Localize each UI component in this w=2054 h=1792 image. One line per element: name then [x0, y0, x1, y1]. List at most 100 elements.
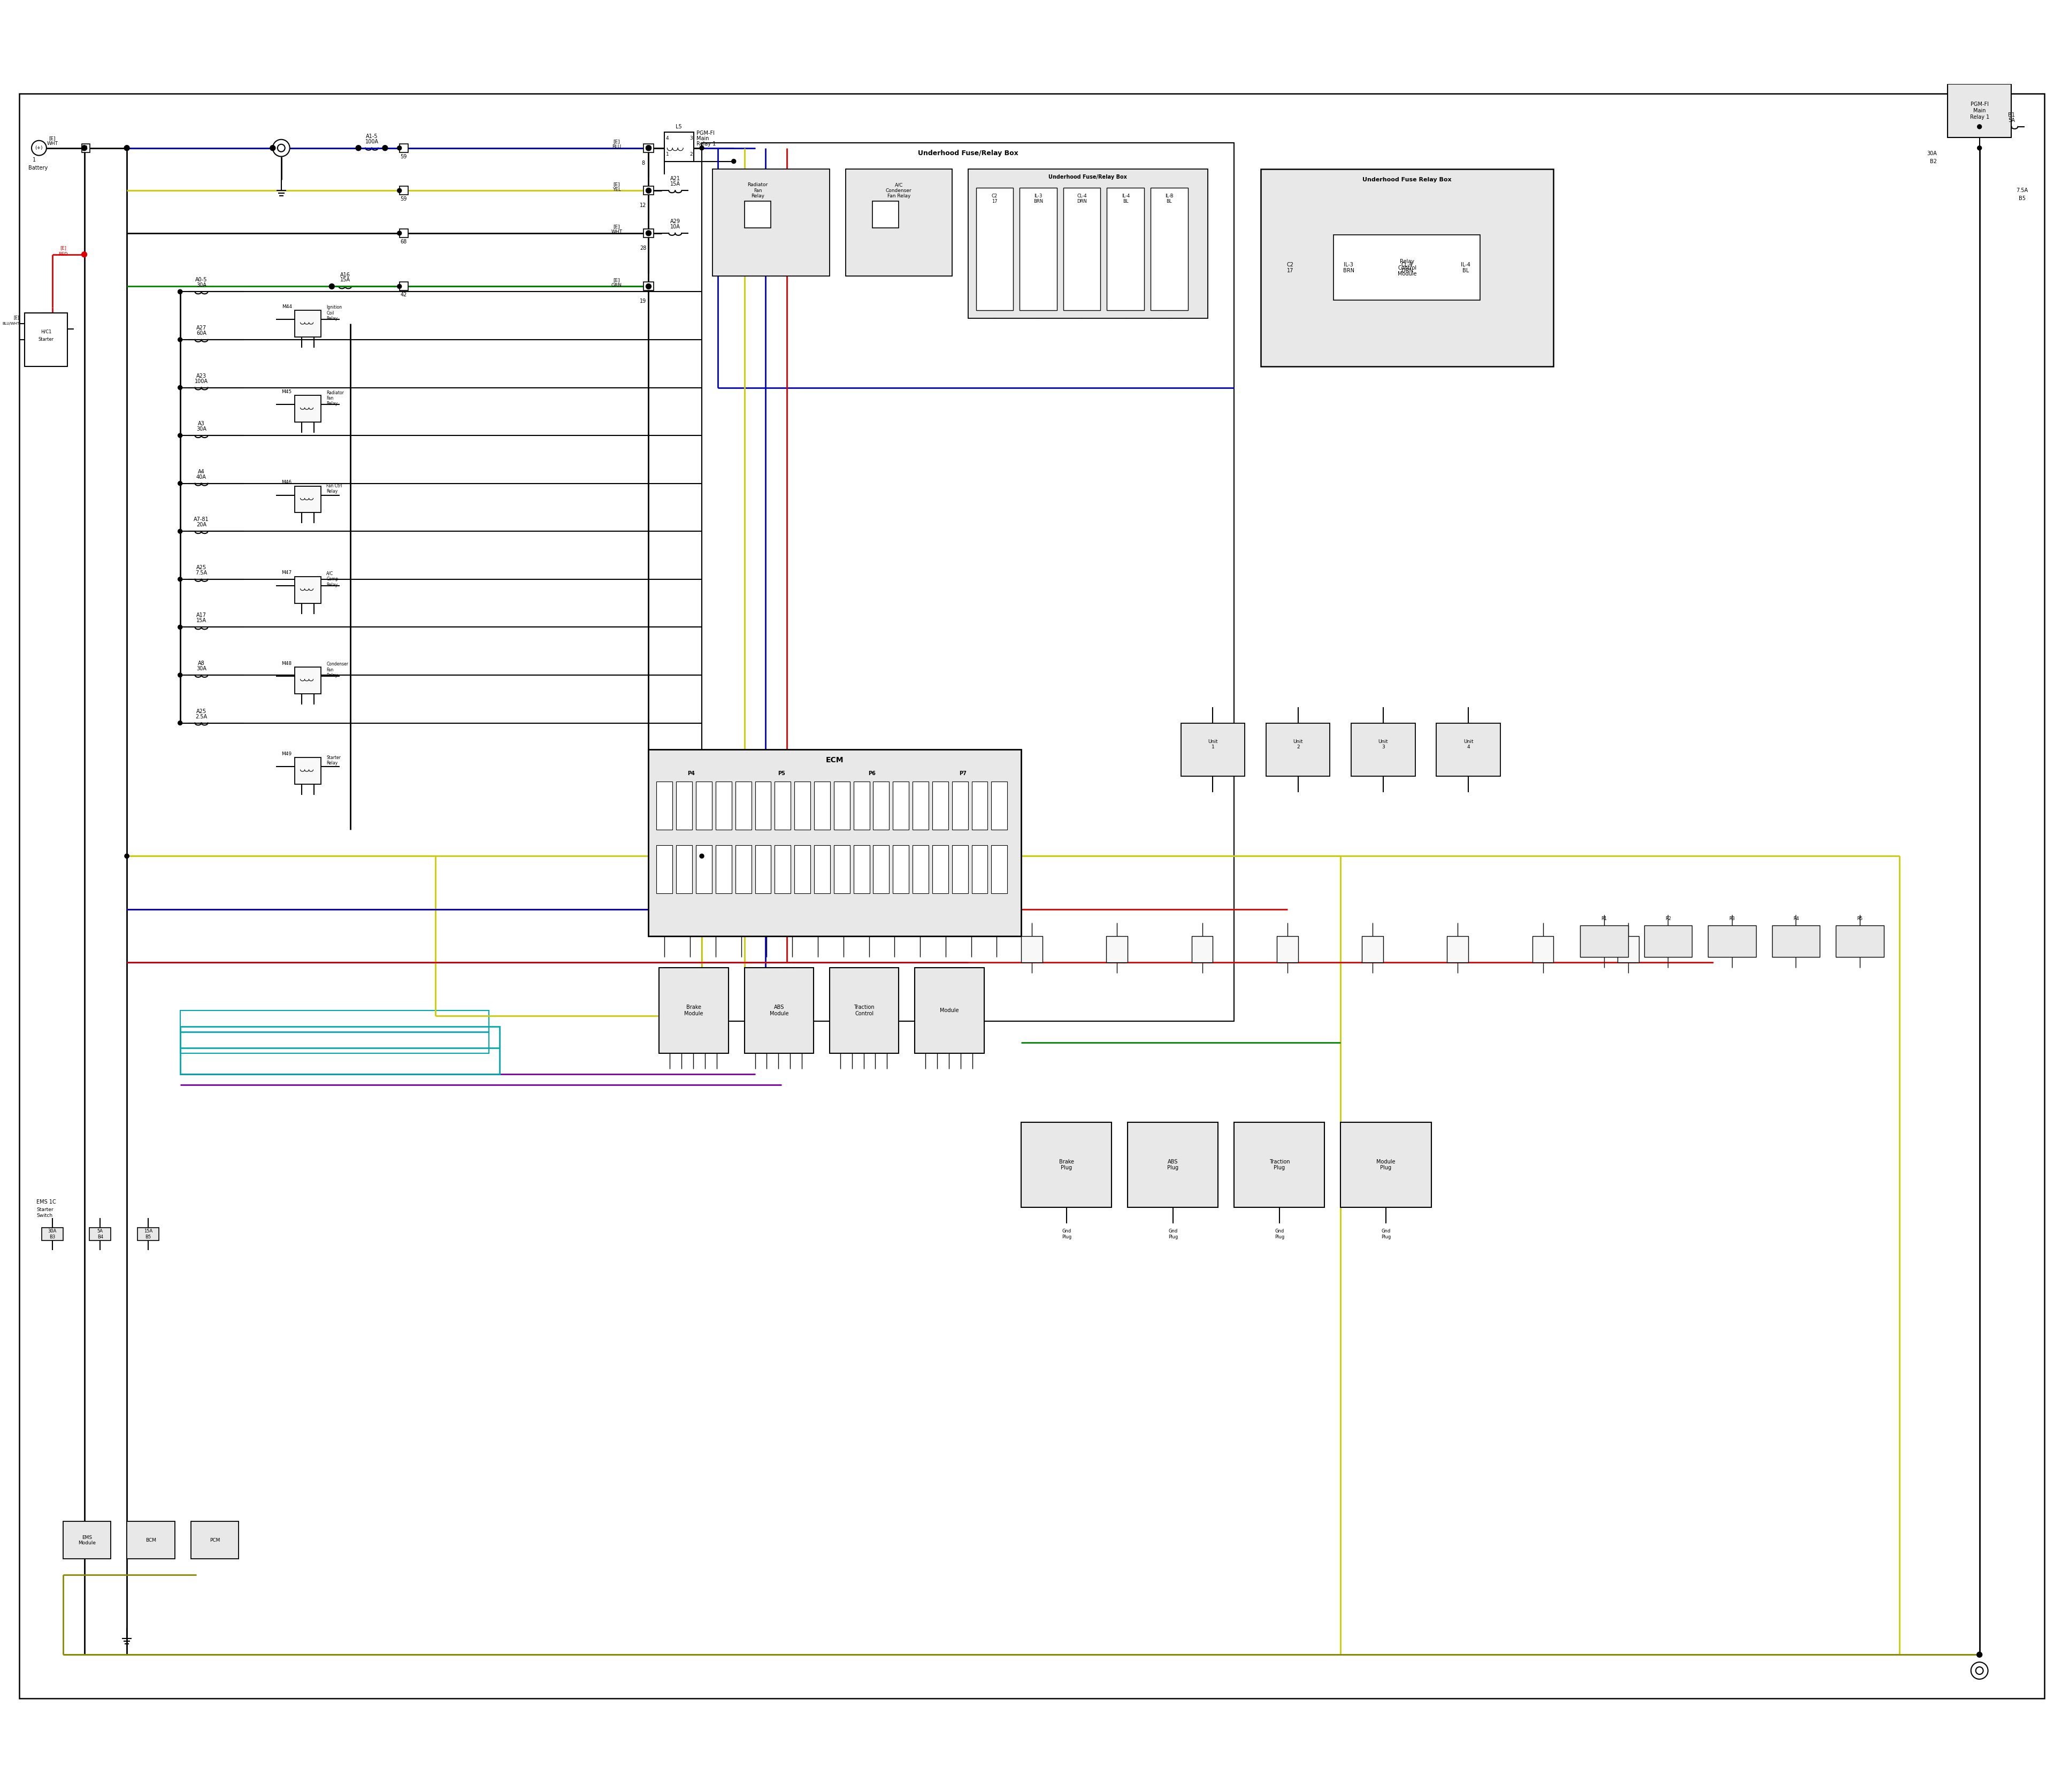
Text: A8: A8 — [197, 661, 205, 667]
Bar — [715, 781, 731, 830]
Text: H/C1: H/C1 — [41, 330, 51, 333]
Text: Module
Plug: Module Plug — [1376, 1159, 1395, 1170]
Text: A1-5: A1-5 — [366, 134, 378, 140]
Bar — [914, 968, 984, 1054]
Bar — [830, 968, 900, 1054]
Bar — [696, 781, 713, 830]
Bar — [64, 1521, 111, 1559]
Text: L5: L5 — [676, 124, 682, 129]
Bar — [643, 143, 653, 152]
Text: B2: B2 — [1931, 159, 1937, 165]
Circle shape — [731, 159, 735, 163]
Text: 4: 4 — [665, 136, 670, 142]
Circle shape — [179, 722, 181, 724]
Bar — [972, 781, 988, 830]
Bar — [398, 143, 409, 152]
Circle shape — [179, 290, 183, 294]
Text: B5: B5 — [2019, 195, 2025, 201]
Bar — [1341, 1122, 1432, 1208]
Text: Gnd
Plug: Gnd Plug — [1380, 1229, 1391, 1240]
Circle shape — [179, 385, 181, 389]
Circle shape — [700, 145, 705, 151]
Bar — [25, 314, 68, 366]
Text: M46: M46 — [281, 480, 292, 486]
Circle shape — [396, 231, 401, 235]
Text: A29: A29 — [670, 219, 680, 224]
Bar — [795, 781, 811, 830]
Bar — [834, 781, 850, 830]
Text: 15A: 15A — [197, 618, 207, 624]
Text: 2: 2 — [690, 152, 692, 156]
Text: Starter
Switch: Starter Switch — [37, 1208, 53, 1219]
Text: R5: R5 — [1857, 916, 1863, 921]
Text: C2
17: C2 17 — [1286, 262, 1294, 274]
Text: Starter
Relay: Starter Relay — [327, 754, 341, 765]
Circle shape — [179, 482, 181, 486]
Bar — [1616, 935, 1639, 962]
Text: 7.5A: 7.5A — [2017, 188, 2027, 194]
Text: P7: P7 — [959, 771, 965, 776]
Text: R2: R2 — [1666, 916, 1672, 921]
Text: A27: A27 — [197, 326, 207, 330]
Text: 5A: 5A — [2009, 118, 2015, 124]
Bar — [676, 781, 692, 830]
Bar — [1580, 925, 1629, 957]
Text: 100A: 100A — [195, 378, 207, 383]
Text: PGM-FI
Main
Relay 1: PGM-FI Main Relay 1 — [1970, 102, 1988, 120]
Text: Starter: Starter — [39, 337, 53, 342]
Bar — [1643, 925, 1692, 957]
Text: (+): (+) — [35, 145, 43, 151]
Circle shape — [179, 434, 183, 437]
Bar — [846, 168, 951, 276]
Bar — [1128, 1122, 1218, 1208]
Bar — [1278, 935, 1298, 962]
Text: Unit
4: Unit 4 — [1462, 738, 1473, 749]
Text: 3: 3 — [690, 136, 692, 142]
Circle shape — [645, 231, 651, 237]
Bar — [138, 1228, 158, 1240]
Bar — [1261, 168, 1553, 366]
Circle shape — [179, 290, 181, 294]
Text: 28: 28 — [641, 246, 647, 251]
Text: 10A: 10A — [670, 224, 680, 229]
Bar — [1265, 722, 1331, 776]
Bar — [90, 1228, 111, 1240]
Text: 59: 59 — [401, 197, 407, 202]
Text: 1: 1 — [33, 158, 35, 163]
Circle shape — [179, 434, 181, 437]
Bar — [873, 201, 900, 228]
Circle shape — [1978, 125, 1982, 129]
Bar — [715, 846, 731, 894]
Text: A3: A3 — [197, 421, 205, 426]
Circle shape — [396, 285, 401, 289]
Bar — [657, 781, 672, 830]
Text: RED: RED — [58, 253, 68, 256]
Circle shape — [123, 145, 129, 151]
Circle shape — [179, 339, 181, 340]
Text: 1: 1 — [665, 152, 670, 156]
Bar — [702, 143, 1234, 1021]
Circle shape — [179, 674, 181, 677]
Bar — [972, 846, 988, 894]
Text: ECM: ECM — [826, 756, 844, 763]
Text: Traction
Control: Traction Control — [854, 1005, 875, 1016]
Text: [E]: [E] — [14, 315, 18, 319]
Bar — [951, 846, 967, 894]
Text: Main: Main — [696, 136, 709, 142]
Circle shape — [700, 855, 705, 858]
Circle shape — [396, 145, 401, 151]
Text: IL-B
BL: IL-B BL — [1165, 194, 1173, 204]
Text: C2
17: C2 17 — [992, 194, 998, 204]
Text: Unit
3: Unit 3 — [1378, 738, 1389, 749]
Circle shape — [82, 253, 86, 256]
Text: Radiator
Fan
Relay: Radiator Fan Relay — [327, 391, 345, 407]
Circle shape — [645, 188, 651, 194]
Bar — [912, 846, 928, 894]
Text: WHT: WHT — [610, 229, 622, 235]
Circle shape — [329, 283, 335, 289]
Bar — [1107, 935, 1128, 962]
Bar — [893, 781, 908, 830]
Text: Fan Ctrl
Relay: Fan Ctrl Relay — [327, 484, 343, 495]
Text: 7.5A: 7.5A — [195, 570, 207, 575]
Bar — [854, 781, 869, 830]
